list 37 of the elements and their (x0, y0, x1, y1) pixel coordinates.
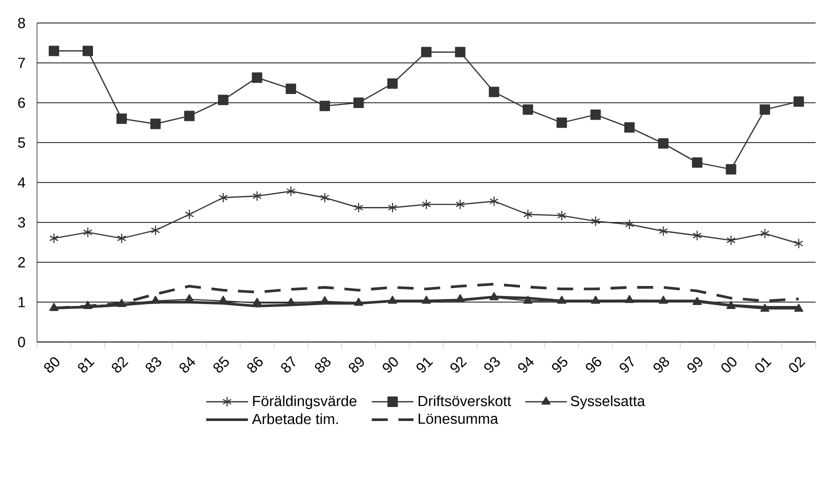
y-tick-label: 3 (18, 217, 25, 228)
x-tick-label: 99 (687, 357, 702, 373)
y-tick-label: 7 (18, 58, 25, 68)
y-tick-label: 6 (18, 98, 25, 108)
x-tick-label: 02 (789, 357, 806, 372)
x-tick-label: 01 (755, 358, 772, 372)
x-tick-label: 95 (552, 356, 568, 373)
x-tick-label: 86 (247, 357, 263, 373)
x-tick-label: 96 (586, 357, 602, 373)
x-tick-label: 90 (382, 357, 398, 373)
y-tick-label: 5 (18, 138, 26, 148)
legend-label: Lönesumma (418, 414, 498, 424)
x-tick-label: 97 (620, 356, 634, 373)
x-tick-label: 80 (44, 357, 60, 373)
x-tick-label: 85 (213, 356, 229, 373)
x-tick-label: 87 (281, 356, 296, 373)
x-tick-label: 84 (180, 356, 196, 373)
x-tick-label: 93 (484, 357, 500, 373)
y-tick-label: 1 (18, 297, 25, 308)
y-tick-label: 0 (18, 336, 26, 348)
legend-label: Föräldingsvärde (253, 395, 356, 410)
x-tick-label: 83 (146, 357, 162, 373)
x-tick-label: 89 (348, 357, 364, 373)
x-tick-label: 88 (314, 357, 330, 373)
x-tick-label: 81 (78, 358, 95, 373)
y-tick-label: 4 (18, 177, 26, 188)
x-tick-label: 00 (721, 357, 736, 372)
x-tick-label: 94 (518, 356, 534, 373)
y-tick-label: 2 (18, 257, 25, 268)
x-tick-label: 92 (450, 357, 467, 373)
x-tick-label: 82 (112, 357, 128, 373)
legend-label: Sysselsatta (570, 395, 646, 410)
legend-label: Driftsöverskott (418, 395, 512, 406)
x-tick-label: 91 (416, 358, 434, 373)
x-tick-label: 98 (654, 357, 670, 373)
y-tick-label: 8 (18, 18, 25, 28)
legend-label: Arbetade tim. (252, 413, 338, 424)
